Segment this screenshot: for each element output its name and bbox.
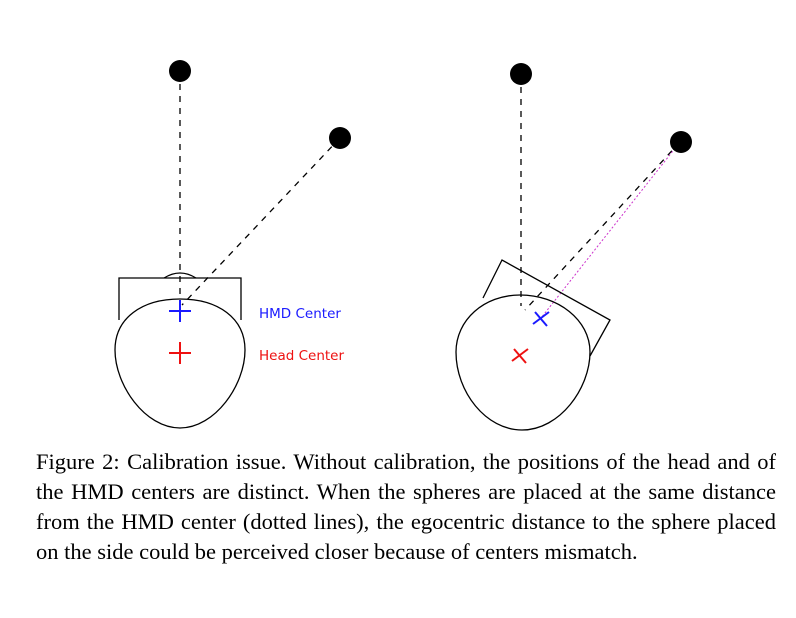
hmd-center-label: HMD Center bbox=[259, 306, 341, 322]
right-hmd-box bbox=[482, 259, 611, 357]
right-side-dashed-line bbox=[524, 141, 681, 311]
left-head-outline bbox=[114, 298, 246, 429]
left-diagram: HMD Center Head Center bbox=[114, 60, 351, 429]
right-hmd-center-marker bbox=[532, 311, 550, 327]
right-side-sphere bbox=[670, 131, 692, 153]
left-front-sphere bbox=[169, 60, 191, 82]
calibration-figure: HMD Center Head Center bbox=[114, 60, 692, 431]
caption-text: Calibration issue. Without calibration, … bbox=[36, 449, 777, 564]
right-head-center-marker bbox=[511, 348, 529, 364]
left-hmd-center-marker bbox=[169, 300, 191, 322]
left-head-center-marker bbox=[169, 342, 191, 364]
right-diagram bbox=[455, 63, 692, 431]
figure-caption: Figure 2: Calibration issue. Without cal… bbox=[36, 447, 776, 567]
right-front-sphere bbox=[510, 63, 532, 85]
left-hmd-bump bbox=[163, 272, 197, 279]
left-side-sphere bbox=[329, 127, 351, 149]
left-side-dashed-line bbox=[181, 137, 341, 306]
right-head-outline bbox=[455, 294, 591, 431]
head-center-label: Head Center bbox=[259, 348, 344, 364]
figure-number: Figure 2: bbox=[36, 449, 120, 474]
left-hmd-box bbox=[118, 277, 242, 320]
right-calibrated-dotted-line bbox=[540, 141, 681, 319]
